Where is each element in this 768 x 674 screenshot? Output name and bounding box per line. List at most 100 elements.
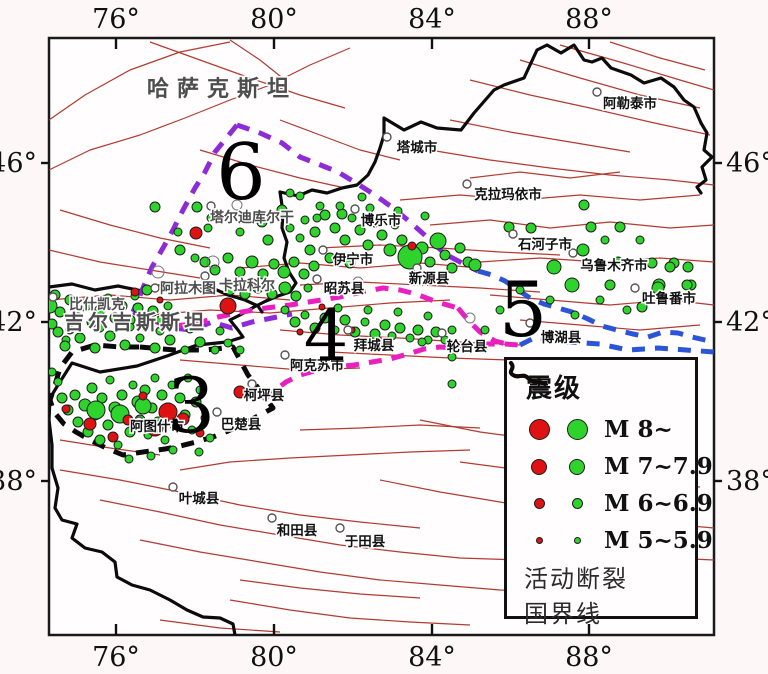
earthquake-red (61, 404, 71, 414)
earthquake-green (155, 326, 165, 336)
city-label: 克拉玛依市 (474, 186, 542, 202)
earthquake-green (187, 425, 197, 435)
fault-line (49, 41, 231, 121)
m8-green-circle-icon (566, 419, 588, 440)
earthquake-green (330, 325, 340, 335)
earthquake-green (72, 416, 84, 428)
earthquake-red (376, 337, 384, 345)
earthquake-green (205, 433, 215, 443)
earthquake-green (59, 340, 71, 352)
fault-line (489, 294, 714, 306)
earthquake-red (176, 412, 190, 426)
zone-number-3: 3 (167, 361, 215, 450)
earthquake-green (94, 434, 106, 446)
fault-line (59, 469, 421, 529)
earthquake-green (183, 373, 193, 383)
city-label: 吐鲁番市 (642, 290, 696, 306)
m6-red-circle-icon (533, 498, 545, 509)
earthquake-green (173, 227, 183, 237)
fault-line (299, 281, 541, 293)
earthquake-green (56, 392, 68, 404)
earthquake-red (156, 296, 164, 304)
earthquake-green (147, 305, 159, 317)
earthquake-red (130, 287, 140, 297)
earthquake-green (308, 260, 320, 272)
city-marker (630, 283, 640, 293)
city-label: 比什凯克 (69, 296, 125, 312)
city-marker (343, 325, 353, 335)
city-label: 博湖县 (541, 329, 582, 345)
fault-line (299, 424, 481, 431)
earthquake-green (156, 389, 168, 401)
earthquake-green (174, 392, 186, 404)
earthquake-green (369, 328, 381, 340)
earthquake-green (612, 256, 624, 268)
earthquake-green (570, 310, 580, 320)
earthquake-green (312, 213, 322, 223)
earthquake-green (595, 295, 605, 305)
earthquake-green (309, 226, 321, 238)
earthquake-green (104, 330, 116, 342)
earthquake-green (95, 323, 105, 333)
city-label: 拜城县 (354, 337, 395, 353)
earthquake-open (231, 199, 243, 211)
city-label: 阿拉木图 (160, 280, 216, 296)
earthquake-green (355, 340, 365, 350)
earthquake-green (439, 249, 451, 261)
legend-label-m8: M 8~ (604, 416, 673, 443)
city-label: 新源县 (409, 270, 450, 286)
earthquake-green (234, 266, 246, 278)
earthquake-green (180, 345, 190, 355)
earthquake-green (105, 375, 115, 385)
earthquake-green (53, 377, 63, 387)
zone-boundary-blue (518, 334, 714, 355)
city-marker (508, 229, 518, 239)
earthquake-red (146, 419, 164, 437)
earthquake-green (102, 419, 114, 431)
fault-line (449, 119, 631, 153)
fault-line (519, 59, 701, 109)
legend-row-m7: M 7~7.9 (520, 448, 713, 485)
earthquake-green (163, 301, 173, 311)
city-label: 塔城市 (397, 139, 438, 155)
axis-label-right: 38° (726, 466, 768, 497)
fault-line (429, 219, 714, 229)
earthquake-green (651, 281, 665, 295)
m7-red-circle-icon (531, 458, 547, 475)
legend-row-m5: M 5~5.9 (520, 522, 713, 559)
earthquake-green (360, 317, 370, 327)
earthquake-green (223, 338, 233, 348)
earthquake-green (681, 279, 693, 291)
axis-label-top: 76° (92, 4, 140, 35)
earthquake-green (393, 307, 403, 317)
earthquake-red (296, 328, 304, 336)
legend-label-m6: M 6~6.9 (604, 490, 713, 517)
earthquake-green (424, 256, 436, 268)
axis-label-bottom: 76° (92, 642, 140, 673)
earthquake-green (141, 284, 153, 296)
fault-line (99, 499, 521, 561)
earthquake-green (64, 294, 76, 306)
earthquake-green (604, 279, 616, 291)
earthquake-green (262, 234, 274, 246)
national-border-line (49, 396, 237, 635)
city-marker (150, 283, 160, 293)
earthquake-green (319, 209, 331, 221)
earthquake-green (150, 373, 160, 383)
city-label: 塔尔迪库尔干 (210, 209, 294, 225)
earthquake-green (545, 295, 555, 305)
earthquake-green (200, 413, 210, 423)
earthquake-green (167, 380, 177, 390)
earthquake-green (135, 333, 145, 343)
earthquake-red (195, 428, 205, 438)
earthquake-green (52, 326, 64, 338)
earthquake-green (417, 337, 427, 347)
earthquake-green (423, 311, 433, 321)
earthquake-green (304, 244, 316, 256)
earthquake-green (300, 310, 310, 320)
earthquake-green (245, 255, 259, 269)
earthquake-green (324, 252, 336, 264)
axis-label-top: 84° (408, 4, 456, 35)
zone-boundary-purple (130, 123, 239, 313)
legend-row-fault: 活动断裂 (508, 361, 695, 594)
